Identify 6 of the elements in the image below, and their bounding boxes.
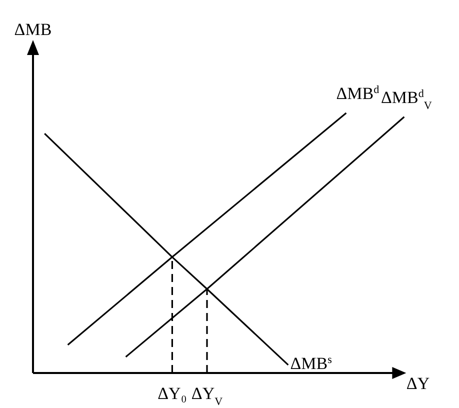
series-label: ΔMB$^{d}$ [336,84,380,103]
y-axis-title: ΔMB [14,20,52,39]
x-axis-title: ΔY [406,374,430,393]
series-label: ΔMB$^{s}$ [290,354,332,373]
x-tick-label: ΔY₀ [158,384,187,403]
x-tick-label: ΔY$_{V}$ [191,384,223,408]
